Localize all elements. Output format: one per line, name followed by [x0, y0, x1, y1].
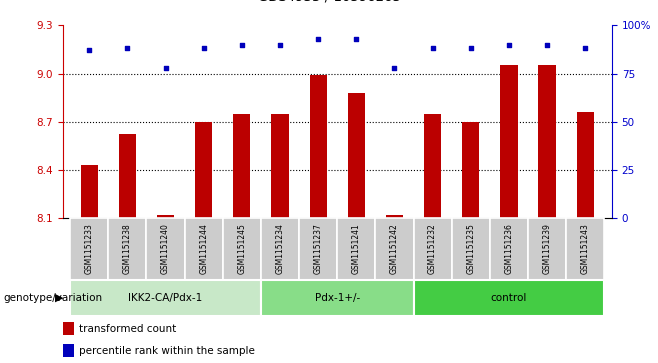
Point — [503, 42, 514, 48]
Text: percentile rank within the sample: percentile rank within the sample — [79, 346, 255, 356]
Text: GSM1151240: GSM1151240 — [161, 223, 170, 274]
Point — [427, 46, 438, 52]
Bar — [147, 218, 185, 280]
Bar — [70, 280, 261, 316]
Bar — [490, 218, 528, 280]
Bar — [223, 218, 261, 280]
Bar — [413, 218, 451, 280]
Point — [84, 48, 95, 53]
Point — [389, 65, 399, 71]
Bar — [337, 218, 375, 280]
Bar — [195, 122, 213, 218]
Text: GSM1151232: GSM1151232 — [428, 223, 437, 274]
Point — [199, 46, 209, 52]
Bar — [462, 122, 479, 218]
Point — [465, 46, 476, 52]
Bar — [271, 114, 289, 218]
Point — [351, 36, 361, 42]
Text: genotype/variation: genotype/variation — [3, 293, 103, 303]
Bar — [424, 114, 442, 218]
Bar — [70, 218, 109, 280]
Bar — [63, 322, 74, 335]
Text: GDS4933 / 10596265: GDS4933 / 10596265 — [257, 0, 401, 4]
Text: GSM1151241: GSM1151241 — [352, 223, 361, 274]
Point — [161, 65, 171, 71]
Bar — [528, 218, 566, 280]
Bar — [119, 134, 136, 218]
Bar — [500, 65, 517, 218]
Bar — [157, 215, 174, 218]
Point — [122, 46, 133, 52]
Bar — [375, 218, 413, 280]
Bar — [413, 280, 604, 316]
Bar — [299, 218, 338, 280]
Text: GSM1151235: GSM1151235 — [467, 223, 475, 274]
Text: GSM1151237: GSM1151237 — [314, 223, 322, 274]
Text: GSM1151236: GSM1151236 — [505, 223, 513, 274]
Text: GSM1151245: GSM1151245 — [238, 223, 246, 274]
Text: GSM1151233: GSM1151233 — [85, 223, 93, 274]
Text: Pdx-1+/-: Pdx-1+/- — [315, 293, 360, 303]
Bar — [451, 218, 490, 280]
Bar — [386, 215, 403, 218]
Text: GSM1151234: GSM1151234 — [276, 223, 284, 274]
Text: ▶: ▶ — [55, 293, 63, 303]
Bar — [63, 344, 74, 357]
Point — [542, 42, 552, 48]
Bar — [81, 165, 98, 218]
Bar — [185, 218, 223, 280]
Text: transformed count: transformed count — [79, 324, 176, 334]
Bar — [109, 218, 147, 280]
Text: GSM1151242: GSM1151242 — [390, 223, 399, 274]
Text: GSM1151243: GSM1151243 — [581, 223, 590, 274]
Bar — [576, 112, 594, 218]
Point — [237, 42, 247, 48]
Bar — [566, 218, 604, 280]
Point — [275, 42, 286, 48]
Point — [313, 36, 324, 42]
Bar — [347, 93, 365, 218]
Bar — [538, 65, 555, 218]
Text: GSM1151244: GSM1151244 — [199, 223, 208, 274]
Bar — [261, 280, 413, 316]
Text: IKK2-CA/Pdx-1: IKK2-CA/Pdx-1 — [128, 293, 203, 303]
Point — [580, 46, 590, 52]
Text: control: control — [491, 293, 527, 303]
Text: GSM1151239: GSM1151239 — [543, 223, 551, 274]
Bar — [233, 114, 251, 218]
Text: GSM1151238: GSM1151238 — [123, 223, 132, 274]
Bar — [309, 75, 327, 218]
Bar — [261, 218, 299, 280]
